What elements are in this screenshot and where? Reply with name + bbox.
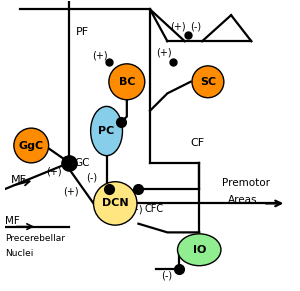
Text: (-): (-) <box>162 271 173 281</box>
Text: (-): (-) <box>101 106 112 116</box>
Ellipse shape <box>178 234 221 266</box>
Text: BC: BC <box>118 77 135 87</box>
Circle shape <box>14 128 49 163</box>
Text: SC: SC <box>200 77 216 87</box>
Text: (+): (+) <box>170 22 186 32</box>
Circle shape <box>94 182 137 225</box>
Text: (+): (+) <box>92 51 108 61</box>
Text: Nuclei: Nuclei <box>5 249 34 258</box>
Text: CF: CF <box>190 138 205 148</box>
Text: (+): (+) <box>46 166 62 176</box>
Text: (-): (-) <box>37 143 48 153</box>
Text: CFC: CFC <box>144 204 163 214</box>
Text: PF: PF <box>76 27 89 38</box>
Text: (+): (+) <box>156 48 171 58</box>
Text: (+): (+) <box>63 187 79 197</box>
Circle shape <box>192 66 224 98</box>
Text: Precerebellar: Precerebellar <box>5 234 65 243</box>
Text: (-): (-) <box>86 172 98 182</box>
Text: PC: PC <box>98 126 115 136</box>
Text: Areas: Areas <box>228 196 258 205</box>
Ellipse shape <box>91 107 122 156</box>
Text: Premotor: Premotor <box>222 178 270 188</box>
Text: DCN: DCN <box>102 198 129 208</box>
Text: MF: MF <box>11 175 27 185</box>
Text: GC: GC <box>75 158 90 168</box>
Text: MF: MF <box>5 216 20 226</box>
Text: IO: IO <box>193 245 206 255</box>
Text: (+): (+) <box>127 204 142 214</box>
Text: (-): (-) <box>190 22 202 32</box>
Circle shape <box>109 64 145 100</box>
Text: GgC: GgC <box>19 141 44 150</box>
